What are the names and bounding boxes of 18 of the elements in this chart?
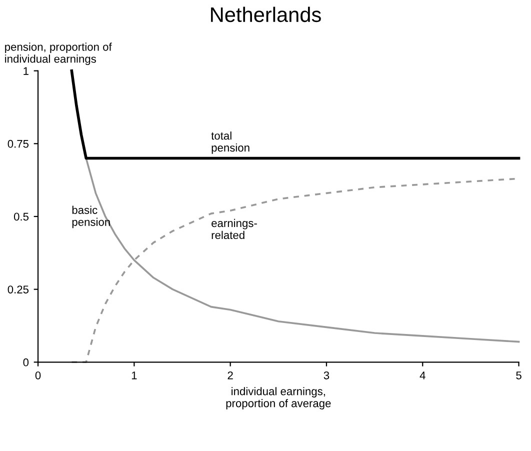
y-tick-label: 0.25 bbox=[8, 286, 29, 294]
x-tick-label: 4 bbox=[420, 372, 426, 380]
chart-title: Netherlands bbox=[211, 6, 321, 22]
y-tick-label: 0 bbox=[23, 358, 29, 366]
series-label: basic pension bbox=[72, 206, 110, 228]
y-axis-title: pension, proportion of individual earnings bbox=[5, 42, 112, 65]
y-tick-label: 0.5 bbox=[14, 212, 29, 221]
x-tick-label: 2 bbox=[228, 371, 233, 380]
x-tick-label: 3 bbox=[324, 371, 330, 380]
series-label: earnings- related bbox=[212, 218, 257, 240]
x-tick-label: 5 bbox=[516, 372, 522, 380]
series-label: total pension bbox=[211, 132, 250, 154]
y-tick-label: 1 bbox=[24, 67, 28, 75]
x-axis-title: individual earnings, proportion of average bbox=[226, 387, 331, 410]
y-tick-label: 0.75 bbox=[8, 140, 29, 148]
line-series bbox=[70, 69, 520, 160]
x-tick-label: 0 bbox=[35, 371, 41, 380]
x-tick-label: 1 bbox=[132, 372, 137, 380]
